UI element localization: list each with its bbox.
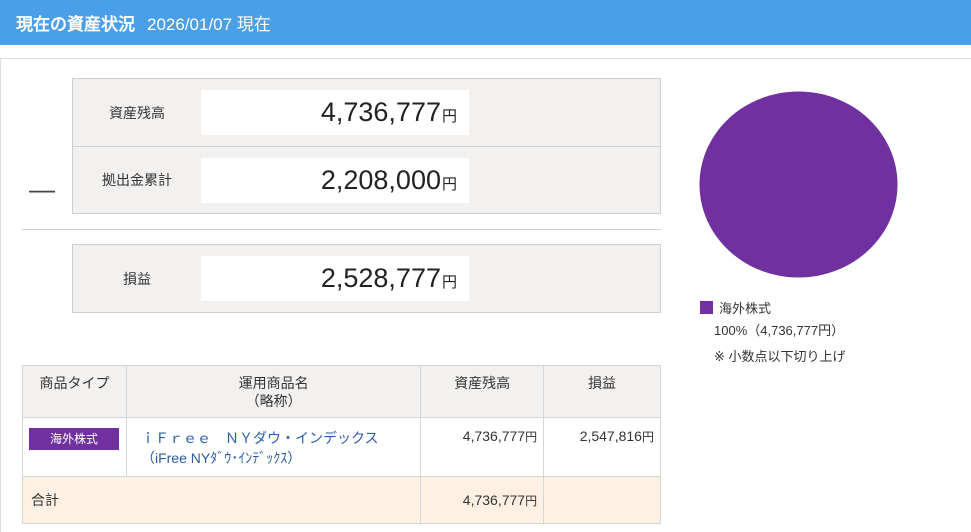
fund-holdings-table: 商品タイプ 運用商品名 （略称） 資産残高 損益 海外株式 ｉＦｒｅｅ ＮＹダウ… <box>21 365 661 524</box>
total-balance-cell: 4,736,777円 <box>420 476 545 524</box>
pie-slice-0 <box>699 91 898 278</box>
profit-loss-label: 損益 <box>123 270 151 287</box>
fund-name-link[interactable]: ｉＦｒｅｅ ＮＹダウ・インデックス <box>140 430 379 446</box>
contribution-row: 拠出金累計 2,208,000 円 <box>73 146 660 213</box>
header-fund-name: 運用商品名 （略称） <box>125 365 422 418</box>
yen-unit: 円 <box>441 274 457 291</box>
fund-profit-loss-cell: 2,547,816円 <box>543 417 661 477</box>
table-row: 海外株式 ｉＦｒｅｅ ＮＹダウ・インデックス （iFree NYﾀﾞｳ･ｲﾝﾃﾞ… <box>22 417 661 477</box>
profit-loss-row: 損益 2,528,777 円 <box>73 245 660 312</box>
table-header-row: 商品タイプ 運用商品名 （略称） 資産残高 損益 <box>22 365 661 418</box>
total-label: 合計 <box>21 476 422 524</box>
yen-unit: 円 <box>525 493 538 508</box>
total-balance: 4,736,777 <box>462 491 526 508</box>
balance-value-field: 4,736,777 円 <box>201 90 469 135</box>
contribution-value: 2,208,000 <box>320 165 441 195</box>
fund-name-cell: ｉＦｒｅｅ ＮＹダウ・インデックス （iFree NYﾀﾞｳ･ｲﾝﾃﾞｯｸｽ） <box>125 417 422 477</box>
total-profit-loss-cell <box>543 476 661 524</box>
page-title: 現在の資産状況 <box>16 15 135 34</box>
fund-abbr: （iFree NYﾀﾞｳ･ｲﾝﾃﾞｯｸｽ） <box>140 450 302 466</box>
asset-status-panel <box>0 58 971 532</box>
product-type-cell: 海外株式 <box>22 417 127 477</box>
product-type-badge: 海外株式 <box>29 428 119 450</box>
balance-row: 資産残高 4,736,777 円 <box>73 79 660 146</box>
balance-label: 資産残高 <box>109 104 165 121</box>
fund-balance-cell: 4,736,777円 <box>420 417 545 477</box>
contribution-label: 拠出金累計 <box>102 172 172 188</box>
rounding-note: ※ 小数点以下切り上げ <box>714 349 846 364</box>
asset-allocation-pie-chart <box>699 91 898 278</box>
header-product-type: 商品タイプ <box>22 365 127 418</box>
fund-profit-loss: 2,547,816 <box>579 428 642 444</box>
page-header: 現在の資産状況 2026/01/07 現在 <box>0 0 971 45</box>
balance-contribution-box: 資産残高 4,736,777 円 拠出金累計 2,208,000 円 <box>72 78 661 214</box>
profit-loss-value: 2,528,777 <box>320 263 441 293</box>
contribution-value-field: 2,208,000 円 <box>201 158 469 203</box>
header-fund-name-line2: （略称） <box>245 393 302 409</box>
profit-loss-box: 損益 2,528,777 円 <box>72 244 661 313</box>
minus-sign: ― <box>29 174 55 204</box>
as-of-date: 2026/01/07 現在 <box>147 15 271 34</box>
pie-legend: 海外株式 100%（4,736,777円） ※ 小数点以下切り上げ <box>700 298 846 365</box>
total-row: 合計 4,736,777円 <box>21 476 661 524</box>
legend-item-detail: 100%（4,736,777円） <box>714 323 845 338</box>
header-balance: 資産残高 <box>420 365 545 418</box>
legend-item-name: 海外株式 <box>719 301 772 316</box>
yen-unit: 円 <box>441 176 457 193</box>
yen-unit: 円 <box>441 108 457 125</box>
fund-balance: 4,736,777 <box>462 428 526 444</box>
header-profit-loss: 損益 <box>543 365 661 418</box>
summary-divider <box>22 229 661 230</box>
legend-swatch <box>700 301 713 314</box>
balance-value: 4,736,777 <box>320 97 441 127</box>
profit-loss-value-field: 2,528,777 円 <box>201 256 469 301</box>
header-fund-name-line1: 運用商品名 <box>238 375 309 391</box>
yen-unit: 円 <box>641 430 654 444</box>
yen-unit: 円 <box>525 430 538 444</box>
